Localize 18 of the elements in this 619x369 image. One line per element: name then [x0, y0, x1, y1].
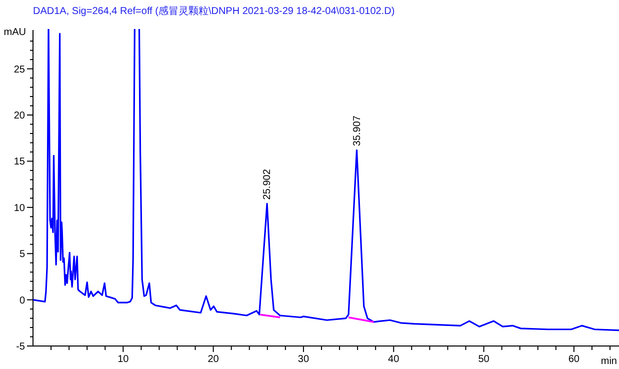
y-tick-label: 0	[19, 295, 26, 306]
x-tick-label: 50	[478, 354, 490, 365]
xlabel: min	[600, 356, 617, 367]
x-tick-label: 10	[118, 354, 130, 365]
x-tick-label: 30	[298, 354, 310, 365]
y-tick-label: 25	[14, 64, 26, 76]
y-tick-label: -5	[16, 342, 26, 352]
annotation: 25.902	[262, 169, 274, 200]
y-tick-label: 20	[14, 110, 26, 122]
title: DAD1A, Sig=264,4 Ref=off (感冒灵颗粒\DNPH 2021-03-29 18-42-04\031-0102.D)	[33, 6, 395, 17]
y-tick-label: 15	[14, 156, 26, 168]
annotation: 35.907	[352, 116, 364, 146]
y-tick-label: 5	[19, 249, 26, 260]
ylabel: mAU	[4, 27, 26, 38]
x-tick-label: 40	[388, 354, 400, 365]
x-tick-label: 60	[568, 354, 580, 365]
y-tick-label: 10	[14, 202, 26, 214]
x-tick-label: 20	[208, 354, 220, 365]
